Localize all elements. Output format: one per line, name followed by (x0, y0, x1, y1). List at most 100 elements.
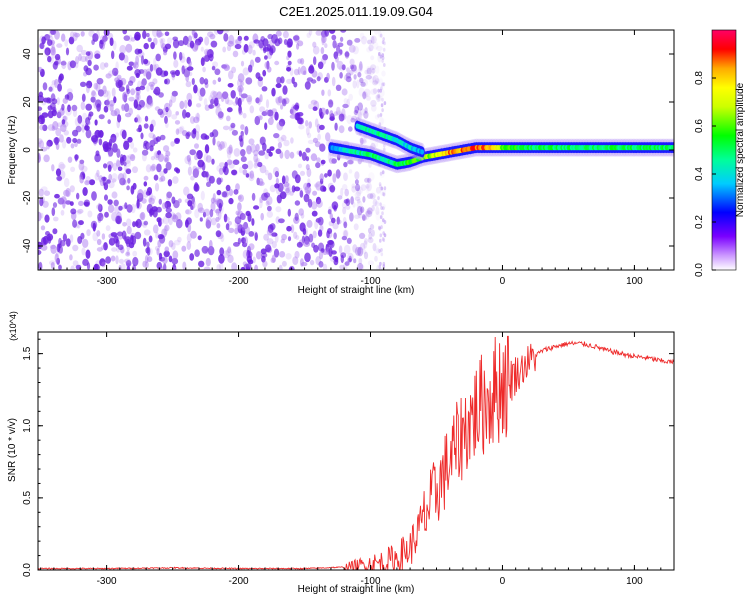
noise-speckle (358, 258, 363, 265)
noise-speckle (54, 193, 60, 199)
noise-speckle (128, 80, 134, 86)
noise-speckle (80, 101, 86, 111)
noise-speckle (96, 30, 100, 39)
noise-speckle (162, 202, 167, 210)
noise-speckle (376, 264, 381, 270)
noise-speckle (216, 165, 222, 172)
noise-speckle (168, 216, 173, 226)
noise-speckle (355, 187, 362, 197)
noise-speckle (208, 95, 213, 102)
noise-speckle (259, 196, 264, 204)
noise-speckle (205, 218, 210, 226)
noise-speckle (380, 206, 383, 210)
noise-speckle (364, 177, 370, 183)
noise-speckle (99, 62, 106, 70)
noise-speckle (299, 258, 304, 267)
noise-speckle (99, 130, 104, 138)
noise-speckle (212, 91, 218, 97)
noise-speckle (58, 75, 63, 84)
noise-speckle (240, 124, 245, 130)
noise-speckle (296, 241, 303, 248)
noise-speckle (363, 240, 368, 249)
noise-speckle (42, 124, 48, 132)
noise-speckle (383, 233, 387, 238)
noise-speckle (93, 263, 100, 270)
noise-speckle (221, 92, 228, 99)
noise-speckle (356, 199, 361, 204)
noise-speckle (257, 161, 263, 168)
noise-speckle (97, 212, 104, 222)
noise-speckle (199, 87, 206, 97)
noise-speckle (312, 45, 320, 55)
noise-speckle (340, 187, 344, 197)
noise-speckle (331, 61, 335, 71)
noise-speckle (287, 50, 292, 58)
noise-speckle (168, 255, 173, 263)
noise-speckle (324, 173, 328, 178)
noise-speckle (235, 210, 240, 216)
noise-speckle (177, 198, 182, 204)
noise-speckle (381, 97, 384, 102)
noise-speckle (184, 99, 188, 109)
noise-speckle (195, 130, 200, 141)
noise-speckle (77, 208, 84, 214)
noise-speckle (172, 36, 178, 42)
noise-speckle (238, 110, 243, 116)
noise-speckle (339, 49, 343, 55)
noise-speckle (228, 197, 234, 205)
noise-speckle (357, 102, 364, 111)
noise-speckle (303, 229, 308, 239)
noise-speckle (149, 145, 154, 152)
noise-speckle (293, 231, 298, 239)
noise-speckle (38, 118, 42, 124)
noise-speckle (357, 110, 362, 121)
noise-speckle (344, 74, 349, 81)
noise-speckle (367, 237, 374, 244)
noise-speckle (185, 132, 190, 140)
noise-speckle (165, 106, 169, 113)
noise-speckle (254, 232, 258, 241)
noise-speckle (287, 208, 291, 217)
noise-speckle (320, 159, 326, 165)
noise-speckle (158, 198, 162, 205)
noise-speckle (39, 42, 45, 50)
noise-speckle (342, 229, 349, 238)
noise-speckle (286, 78, 293, 85)
noise-speckle (378, 249, 381, 253)
noise-speckle (226, 150, 232, 159)
y-tick-label: 0.5 (22, 490, 33, 504)
noise-speckle (317, 216, 323, 223)
noise-speckle (282, 85, 288, 95)
noise-speckle (135, 114, 141, 123)
noise-speckle (60, 61, 67, 66)
noise-speckle (228, 188, 234, 196)
noise-speckle (333, 111, 338, 116)
noise-speckle (310, 153, 318, 162)
noise-speckle (336, 106, 341, 116)
noise-speckle (306, 167, 312, 178)
noise-speckle (335, 84, 342, 92)
noise-speckle (354, 38, 361, 43)
noise-speckle (383, 147, 386, 152)
noise-speckle (197, 207, 205, 214)
noise-speckle (271, 241, 277, 249)
noise-speckle (181, 65, 185, 75)
noise-speckle (95, 82, 101, 92)
noise-speckle (170, 141, 175, 147)
noise-speckle (339, 72, 343, 79)
noise-speckle (142, 30, 147, 39)
noise-speckle (203, 208, 210, 217)
noise-speckle (369, 224, 375, 230)
noise-speckle (171, 114, 178, 120)
noise-speckle (86, 80, 93, 89)
noise-speckle (42, 200, 49, 208)
noise-speckle (353, 223, 359, 231)
noise-speckle (217, 111, 224, 119)
noise-speckle (335, 169, 341, 179)
noise-speckle (166, 191, 173, 199)
noise-speckle (41, 186, 48, 192)
noise-speckle (81, 165, 88, 172)
noise-speckle (364, 211, 370, 220)
noise-speckle (381, 108, 384, 113)
noise-speckle (342, 206, 347, 215)
